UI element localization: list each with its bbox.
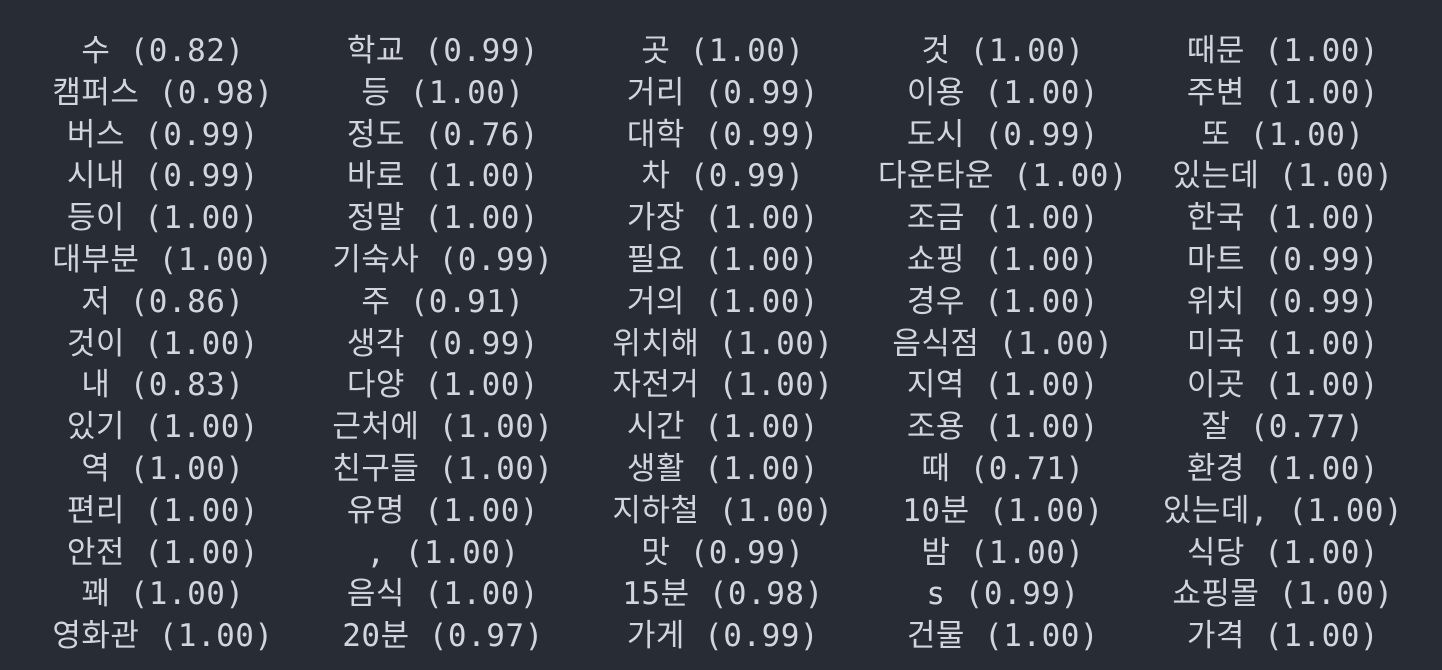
word-score-entry: 유명 (1.00) (346, 492, 540, 529)
word-score-entry: 것 (1.00) (921, 33, 1085, 69)
word-score-entry: 대학 (0.99) (626, 116, 820, 153)
word-score-entry: 미국 (1.00) (1186, 325, 1380, 362)
word-score-entry: 정말 (1.00) (346, 200, 540, 237)
word-score-entry: 거리 (0.99) (626, 74, 820, 111)
output-line: 등이 (1.00) 정말 (1.00) 가장 (1.00) 조금 (1.00) 한국 (… (0, 197, 1442, 239)
word-score-entry: 환경 (1.00) (1186, 451, 1380, 487)
word-score-entry: 바로 (1.00) (346, 158, 540, 195)
word-score-entry: 쇼핑 (1.00) (906, 242, 1100, 278)
word-score-entry: 생각 (0.99) (346, 325, 540, 362)
word-score-entry: 때문 (1.00) (1186, 33, 1380, 69)
word-score-entry: 친구들 (1.00) (332, 451, 554, 487)
word-score-entry: 역 (1.00) (81, 451, 245, 487)
output-line: 역 (1.00) 친구들 (1.00) 생활 (1.00) 때 (0.71) 환경 (1… (0, 448, 1442, 490)
word-score-entry: 위치해 (1.00) (612, 325, 834, 362)
word-score-entry: 지역 (1.00) (906, 367, 1100, 404)
word-score-entry: 거의 (1.00) (626, 283, 820, 320)
word-score-entry: 위치 (0.99) (1186, 283, 1380, 320)
word-score-entry: 기숙사 (0.99) (332, 242, 554, 278)
word-score-entry: 것이 (1.00) (66, 325, 260, 362)
word-score-entry: 맛 (0.99) (641, 534, 805, 571)
word-score-entry: 도시 (0.99) (906, 116, 1100, 153)
word-score-entry: 있는데, (1.00) (1162, 492, 1404, 529)
word-score-entry: 건물 (1.00) (906, 618, 1100, 655)
word-score-entry: 있기 (1.00) (66, 409, 260, 446)
word-score-entry: 이용 (1.00) (906, 74, 1100, 111)
output-line: 버스 (0.99) 정도 (0.76) 대학 (0.99) 도시 (0.99) 또 (1… (0, 114, 1442, 156)
word-score-entry: 등이 (1.00) (66, 200, 260, 237)
word-score-entry: 학교 (0.99) (346, 33, 540, 69)
output-line: 영화관 (1.00) 20분 (0.97) 가게 (0.99) 건물 (1.00) 가격… (0, 615, 1442, 657)
word-score-entry: 15분 (0.98) (622, 576, 824, 613)
word-score-entry: 시내 (0.99) (66, 158, 260, 195)
word-score-entry: 안전 (1.00) (66, 534, 260, 571)
word-score-entry: 내 (0.83) (81, 367, 245, 404)
word-score-entry: 자전거 (1.00) (612, 367, 834, 404)
word-score-entry: 경우 (1.00) (906, 283, 1100, 320)
word-score-entry: , (1.00) (366, 534, 520, 571)
word-score-entry: 가격 (1.00) (1186, 618, 1380, 655)
output-line: 편리 (1.00) 유명 (1.00) 지하철 (1.00) 10분 (1.00) 있는… (0, 490, 1442, 532)
word-score-entry: 음식점 (1.00) (892, 325, 1114, 362)
word-score-entry: 필요 (1.00) (626, 242, 820, 278)
word-score-entry: 쇼핑몰 (1.00) (1172, 576, 1394, 613)
output-line: 내 (0.83) 다양 (1.00) 자전거 (1.00) 지역 (1.00) 이곳 (… (0, 364, 1442, 406)
word-score-entry: 시간 (1.00) (626, 409, 820, 446)
word-score-entry: 정도 (0.76) (346, 116, 540, 153)
output-line: 저 (0.86) 주 (0.91) 거의 (1.00) 경우 (1.00) 위치 (0.… (0, 281, 1442, 323)
word-score-entry (863, 657, 1143, 670)
output-line: 것이 (1.00) 생각 (0.99) 위치해 (1.00) 음식점 (1.00) 미국… (0, 323, 1442, 365)
output-line: 있기 (1.00) 근처에 (1.00) 시간 (1.00) 조용 (1.00) 잘 (… (0, 406, 1442, 448)
word-score-entry: 잘 (0.77) (1201, 409, 1365, 446)
output-line: 꽤 (1.00) 음식 (1.00) 15분 (0.98) s (0.99) 쇼핑몰 (… (0, 573, 1442, 615)
output-line: 수 (0.82) 학교 (0.99) 곳 (1.00) 것 (1.00) 때문 (1.0… (0, 30, 1442, 72)
word-score-entry: 또 (1.00) (1201, 116, 1365, 153)
word-score-entry: s (0.99) (926, 576, 1080, 613)
output-line: 안전 (1.00) , (1.00) 맛 (0.99) 밤 (1.00) 식당 (1.0… (0, 532, 1442, 574)
output-line: 대부분 (1.00) 기숙사 (0.99) 필요 (1.00) 쇼핑 (1.00) 마트… (0, 239, 1442, 281)
word-score-entry: 다양 (1.00) (346, 367, 540, 404)
word-score-entry: 생활 (1.00) (626, 451, 820, 487)
word-score-entry: 주 (0.91) (361, 283, 525, 320)
output-line: 시내 (0.99) 바로 (1.00) 차 (0.99) 다운타운 (1.00) 있는데… (0, 155, 1442, 197)
word-score-entry: 주변 (1.00) (1186, 74, 1380, 111)
word-score-entry: 지하철 (1.00) (612, 492, 834, 529)
output-line (0, 657, 1442, 670)
word-score-entry: 저 (0.86) (81, 283, 245, 320)
word-score-entry: 음식 (1.00) (346, 576, 540, 613)
word-score-entry: 한국 (1.00) (1186, 200, 1380, 237)
word-score-entry: 10분 (1.00) (902, 492, 1104, 529)
word-score-entry: 편리 (1.00) (66, 492, 260, 529)
word-score-entry (583, 657, 863, 670)
word-score-entry: 캠퍼스 (0.98) (52, 74, 274, 111)
word-score-entry: 버스 (0.99) (66, 116, 260, 153)
word-score-entry: 꽤 (1.00) (81, 576, 245, 613)
word-score-entry: 대부분 (1.00) (52, 242, 274, 278)
word-score-entry: 밤 (1.00) (921, 534, 1085, 571)
word-score-entry (1143, 657, 1423, 670)
word-score-entry: 식당 (1.00) (1186, 534, 1380, 571)
word-score-entry: 있는데 (1.00) (1172, 158, 1394, 195)
word-score-entry: 영화관 (1.00) (52, 618, 274, 655)
word-score-entry: 이곳 (1.00) (1186, 367, 1380, 404)
word-score-entry (303, 657, 583, 670)
word-score-entry (23, 657, 303, 670)
output-line: 캠퍼스 (0.98) 등 (1.00) 거리 (0.99) 이용 (1.00) 주변 (… (0, 72, 1442, 114)
word-score-entry: 가장 (1.00) (626, 200, 820, 237)
word-score-entry: 가게 (0.99) (626, 618, 820, 655)
word-score-entry: 차 (0.99) (641, 158, 805, 195)
word-score-entry: 때 (0.71) (921, 451, 1085, 487)
word-score-entry: 조금 (1.00) (906, 200, 1100, 237)
word-score-entry: 다운타운 (1.00) (877, 158, 1129, 195)
word-score-entry: 등 (1.00) (361, 74, 525, 111)
word-score-entry: 20분 (0.97) (342, 618, 544, 655)
word-score-entry: 곳 (1.00) (641, 33, 805, 69)
word-score-entry: 수 (0.82) (81, 33, 245, 69)
word-score-entry: 조용 (1.00) (906, 409, 1100, 446)
word-score-entry: 근처에 (1.00) (332, 409, 554, 446)
word-score-entry: 마트 (0.99) (1186, 242, 1380, 278)
